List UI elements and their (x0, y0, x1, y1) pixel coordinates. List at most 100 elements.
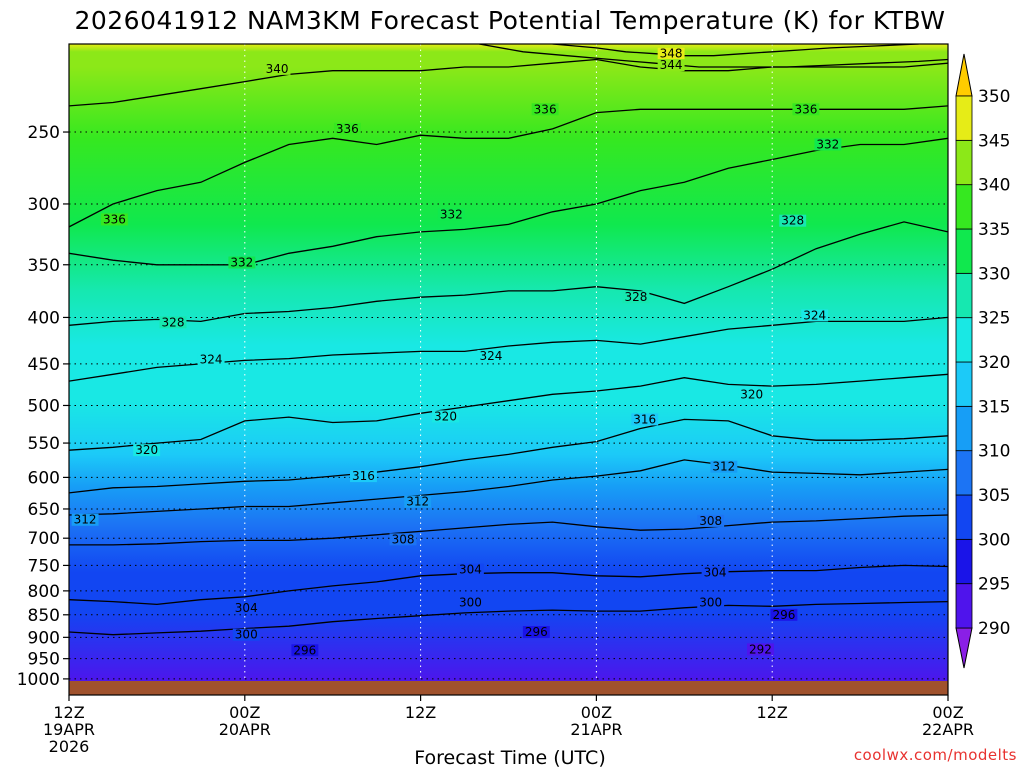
contour-label-bg (404, 495, 432, 508)
colorbar-segment (955, 450, 973, 496)
contour-label-bg (701, 566, 729, 579)
y-tick-label: 400 (28, 308, 60, 328)
contour-line-332 (69, 137, 948, 266)
contour-label-bg (389, 533, 417, 546)
y-tick-label: 900 (28, 628, 60, 648)
colorbar-arrow-high (955, 53, 973, 97)
colorbar-segment (955, 272, 973, 319)
contour-label: 300 (459, 596, 482, 610)
y-tick-label: 1000 (17, 670, 60, 690)
contour-label-bg (801, 309, 829, 322)
y-tick-label: 350 (28, 256, 60, 276)
contour-label-bg (738, 388, 766, 401)
y-tick-label: 950 (28, 650, 60, 670)
contour-label-bg (814, 138, 842, 151)
contour-label: 304 (704, 566, 727, 580)
contour-label-bg (333, 122, 361, 135)
contour-label: 328 (781, 214, 804, 228)
colorbar-tick-label: 345 (978, 131, 1010, 151)
colorbar-segment (955, 139, 973, 186)
contour-label: 332 (440, 207, 463, 221)
contour-label: 320 (434, 409, 457, 423)
contour-label: 332 (230, 256, 253, 270)
x-tick-label: 2026 (49, 737, 90, 756)
contour-label: 312 (74, 513, 97, 527)
contour-label-bg (747, 643, 774, 656)
contour-label: 300 (699, 596, 722, 610)
x-tick-label: 00Z (581, 703, 612, 722)
plot-frame (68, 43, 949, 696)
y-tick-label: 450 (28, 355, 60, 375)
contour-label: 336 (336, 122, 359, 136)
y-tick-label: 850 (28, 606, 60, 626)
chart-title: 2026041912 NAM3KM Forecast Potential Tem… (74, 6, 945, 35)
y-axis: 2503003504004505005506006507007508008509… (17, 123, 69, 690)
contour-label-bg (531, 103, 559, 116)
contour-label: 324 (479, 349, 502, 363)
contour-label: 296 (525, 625, 548, 639)
contour-label: 300 (235, 628, 258, 642)
contour-label: 336 (534, 102, 557, 116)
contour-line-308 (69, 514, 948, 546)
x-tick-label: 12Z (757, 703, 788, 722)
y-tick-label: 500 (28, 396, 60, 416)
colorbar-tick-label: 315 (978, 397, 1010, 417)
terrain-strip (69, 681, 948, 695)
colorbar-tick-label: 305 (978, 486, 1010, 506)
contour-label: 328 (162, 315, 185, 329)
x-tick-label: 12Z (53, 703, 84, 722)
colorbar-legend: 290 295 300 305 310 315 320 325 330 335 340 345 350 (955, 53, 1010, 669)
contour-label-bg (456, 563, 484, 576)
y-tick-label: 600 (28, 468, 60, 488)
contour-label-bg (631, 413, 659, 426)
colorbar-segment (955, 361, 973, 407)
contour-label-bg (770, 608, 798, 621)
contour-label: 316 (352, 469, 375, 483)
x-tick-label: 21APR (570, 720, 622, 739)
y-tick-label: 700 (28, 529, 60, 549)
contour-label: 308 (392, 532, 415, 546)
x-tick-label: 00Z (229, 703, 260, 722)
contour-label-bg (622, 291, 650, 304)
contour-label-bg (657, 59, 685, 72)
contour-label: 296 (772, 608, 795, 622)
contour-line-320 (69, 373, 948, 451)
contour-label-bg (432, 410, 459, 423)
colorbar-tick-label: 340 (978, 176, 1010, 196)
contour-label-bg (100, 213, 128, 226)
x-tick-label: 12Z (405, 703, 436, 722)
contour-label-bg (232, 628, 260, 641)
y-tick-label: 250 (28, 123, 60, 143)
x-tick-label: 19APR (43, 720, 95, 739)
contour-label: 332 (816, 137, 839, 151)
credit-text: coolwx.com/modelts (854, 746, 1017, 764)
contour-label-bg (657, 47, 685, 60)
contour-label-bg (710, 460, 738, 473)
colorbar-segment (955, 228, 973, 274)
contour-label-bg (437, 208, 465, 221)
contour-label-bg (522, 626, 550, 639)
colorbar-tick-label: 330 (978, 264, 1010, 284)
colorbar-segment (955, 583, 973, 629)
colorbar-segment (955, 538, 973, 585)
contour-label: 324 (200, 352, 223, 366)
contour-label: 312 (712, 460, 735, 474)
contour-label-bg (779, 214, 807, 227)
contour-label-bg (263, 62, 291, 75)
contour-label-bg (350, 470, 377, 483)
contour-label-bg (697, 514, 725, 527)
colorbar-tick-label: 320 (978, 353, 1010, 373)
contour-label-bg (291, 644, 319, 657)
colorbar-tick-label: 295 (978, 575, 1010, 595)
contour-label: 328 (625, 290, 648, 304)
contour-label-bg (197, 353, 225, 366)
colorbar-segment (955, 317, 973, 363)
colorbar-tick-label: 335 (978, 220, 1010, 240)
contour-label: 336 (794, 102, 817, 116)
colorbar-tick-label: 290 (978, 619, 1010, 639)
colorbar-arrow-low (955, 627, 973, 669)
